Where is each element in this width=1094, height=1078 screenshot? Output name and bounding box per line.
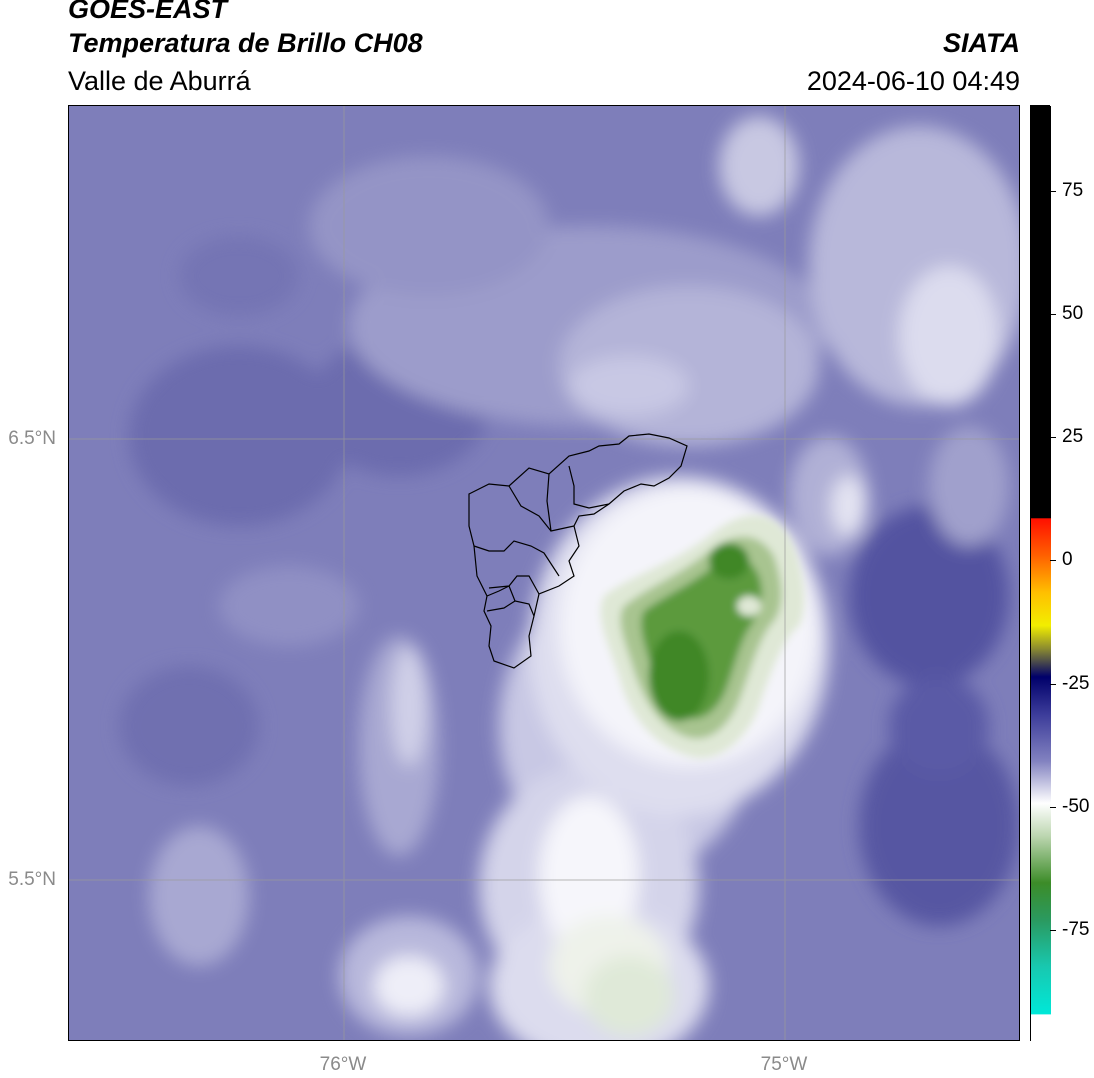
colorbar-tick: [1050, 191, 1056, 192]
satellite-map[interactable]: [68, 105, 1020, 1041]
colorbar-label-minus25: -25: [1062, 673, 1090, 694]
colorbar-label-0: 0: [1062, 549, 1073, 570]
lat-label-5-5: 5.5°N: [8, 869, 56, 890]
satellite-imagery: [69, 106, 1019, 1040]
lat-label-6-5: 6.5°N: [8, 428, 56, 449]
colorbar-label-minus75: -75: [1062, 919, 1090, 940]
colorbar-tick: [1050, 314, 1056, 315]
lon-label-75: 75°W: [760, 1054, 808, 1075]
product-title: Temperatura de Brillo CH08: [68, 28, 423, 58]
colorbar-gradient: [1031, 106, 1051, 1042]
colorbar-tick: [1050, 560, 1056, 561]
colorbar-label-minus50: -50: [1062, 796, 1090, 817]
colorbar-tick: [1050, 437, 1056, 438]
colorbar-tick: [1050, 930, 1056, 931]
colorbar-label-50: 50: [1062, 303, 1084, 324]
lon-label-76: 76°W: [319, 1054, 367, 1075]
colorbar-label-25: 25: [1062, 426, 1084, 447]
colorbar: [1030, 105, 1051, 1042]
satellite-title: GOES-EAST: [68, 0, 228, 24]
datetime-label: 2024-06-10 04:49: [806, 66, 1020, 96]
region-subtitle: Valle de Aburrá: [68, 66, 251, 96]
colorbar-label-75: 75: [1062, 180, 1084, 201]
colorbar-tick: [1050, 684, 1056, 685]
aburra-boundaries: [468, 433, 688, 669]
organization-label: SIATA: [943, 28, 1020, 58]
colorbar-tick: [1050, 807, 1056, 808]
